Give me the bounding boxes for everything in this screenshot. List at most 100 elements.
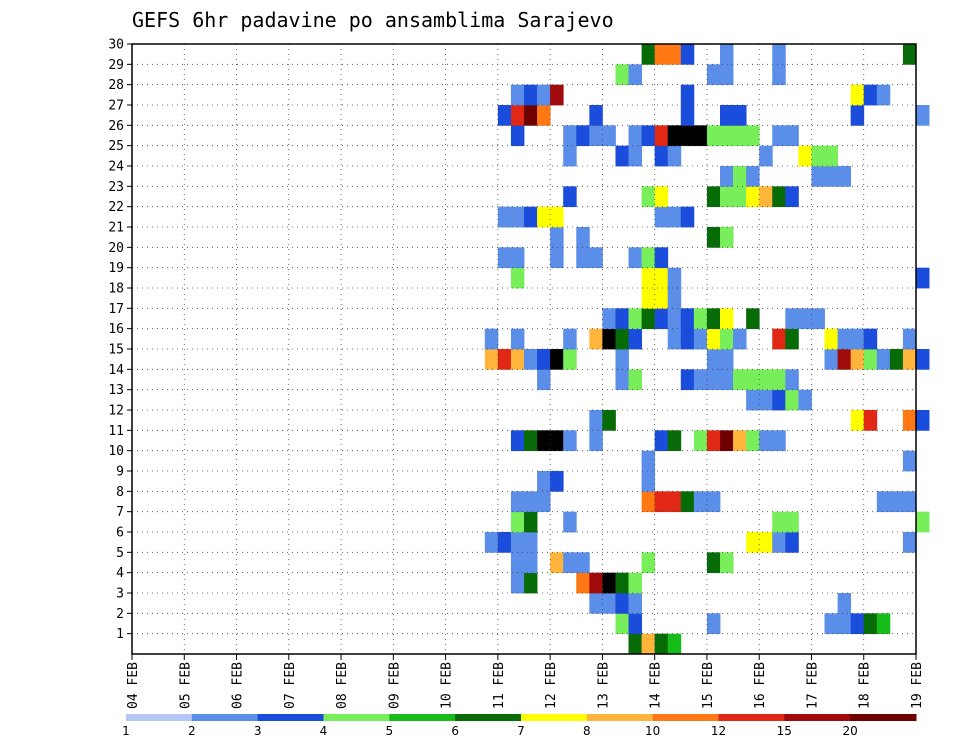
precip-cell [641, 491, 656, 513]
precip-cell [824, 613, 838, 635]
precip-cell [510, 532, 525, 553]
precip-cells [484, 44, 930, 655]
precip-cell [602, 572, 616, 594]
colorbar-label: 6 [451, 724, 459, 738]
precip-cell [589, 430, 603, 452]
precip-cell [706, 552, 721, 574]
precip-cell [733, 430, 747, 452]
y-tick-label: 14 [108, 363, 124, 378]
precip-cell [641, 44, 656, 65]
precip-cell [589, 105, 603, 126]
precip-cell [589, 247, 603, 269]
precip-cell [654, 145, 669, 167]
precip-cell [850, 328, 865, 350]
precip-cell [837, 166, 852, 187]
precip-cell [550, 227, 564, 248]
precip-cell [850, 410, 865, 431]
colorbar-label: 15 [777, 724, 792, 738]
precip-cell [902, 450, 917, 472]
precip-cell [510, 349, 525, 370]
x-tick-label: 18 FEB [858, 662, 873, 709]
precip-cell [615, 349, 629, 370]
precip-cell [720, 105, 734, 126]
precip-cell [746, 308, 760, 330]
y-tick-label: 10 [108, 444, 124, 459]
colorbar-swatch [191, 714, 259, 721]
x-tick-label: 16 FEB [753, 662, 768, 709]
y-tick-label: 5 [116, 546, 124, 561]
precip-cell [550, 84, 564, 106]
precip-cell [524, 532, 538, 553]
precip-cell [628, 328, 642, 350]
precip-cell [602, 125, 616, 147]
precip-cell [615, 145, 629, 167]
precip-cell [576, 125, 590, 147]
precip-cell [811, 308, 825, 330]
colorbar-swatch [455, 714, 522, 721]
precip-cell [837, 328, 852, 350]
y-tick-label: 25 [108, 139, 124, 154]
precip-cell [641, 267, 656, 289]
precip-cell [916, 511, 930, 533]
precip-cell [759, 532, 773, 553]
y-tick-label: 27 [108, 99, 124, 114]
precip-cell [916, 410, 930, 431]
precip-cell [628, 572, 642, 594]
precip-cell [641, 308, 656, 330]
precip-cell [733, 186, 747, 208]
precip-cell [550, 349, 564, 370]
precip-cell [667, 267, 682, 289]
precip-cell [589, 410, 603, 431]
colorbar-swatch [323, 714, 390, 721]
y-tick-label: 7 [116, 505, 124, 520]
y-tick-label: 12 [108, 404, 124, 419]
precip-cell [772, 389, 786, 411]
precip-cell [628, 369, 642, 391]
y-tick-label: 23 [108, 180, 124, 195]
x-axis: 04 FEB 05 FEB 06 FEB 07 FEB 08 FEB 09 FEB 10 F… [126, 654, 925, 709]
precip-cell [720, 125, 734, 147]
precip-cell [772, 430, 786, 452]
colorbar-swatch [586, 714, 654, 721]
precip-cell [524, 572, 538, 594]
precip-cell [497, 247, 512, 269]
colorbar-swatch [521, 714, 588, 721]
y-tick-label: 17 [108, 302, 124, 317]
y-tick-label: 9 [116, 465, 124, 480]
precip-cell [537, 105, 551, 126]
precip-cell [510, 105, 525, 126]
y-tick-label: 1 [116, 627, 124, 642]
precip-cell [524, 84, 538, 106]
precip-cell [706, 328, 721, 350]
precip-cell [628, 633, 642, 655]
precip-cell [693, 125, 708, 147]
precip-cell [759, 369, 773, 391]
y-tick-label: 16 [108, 322, 124, 337]
precip-cell [576, 552, 590, 574]
x-tick-label: 10 FEB [440, 662, 455, 709]
precip-cell [876, 84, 891, 106]
precip-cell [628, 613, 642, 635]
precip-cell [720, 328, 734, 350]
precip-cell [537, 206, 551, 228]
precip-cell [641, 450, 656, 472]
precip-cell [563, 511, 577, 533]
precip-cell [537, 84, 551, 106]
colorbar-label: 4 [320, 724, 328, 738]
precip-cell [576, 572, 590, 594]
precip-cell [706, 64, 721, 86]
precip-cell [902, 532, 917, 553]
precip-cell [863, 349, 878, 370]
precip-cell [706, 613, 721, 635]
precip-cell [693, 308, 708, 330]
colorbar-swatch [257, 714, 324, 721]
precip-cell [772, 64, 786, 86]
precip-cell [916, 349, 930, 370]
precip-cell [510, 125, 525, 147]
precip-cell [902, 328, 917, 350]
precip-cell [811, 145, 825, 167]
x-tick-label: 08 FEB [335, 662, 350, 709]
precip-cell [785, 328, 799, 350]
precip-cell [798, 389, 812, 411]
precip-cell [680, 369, 695, 391]
